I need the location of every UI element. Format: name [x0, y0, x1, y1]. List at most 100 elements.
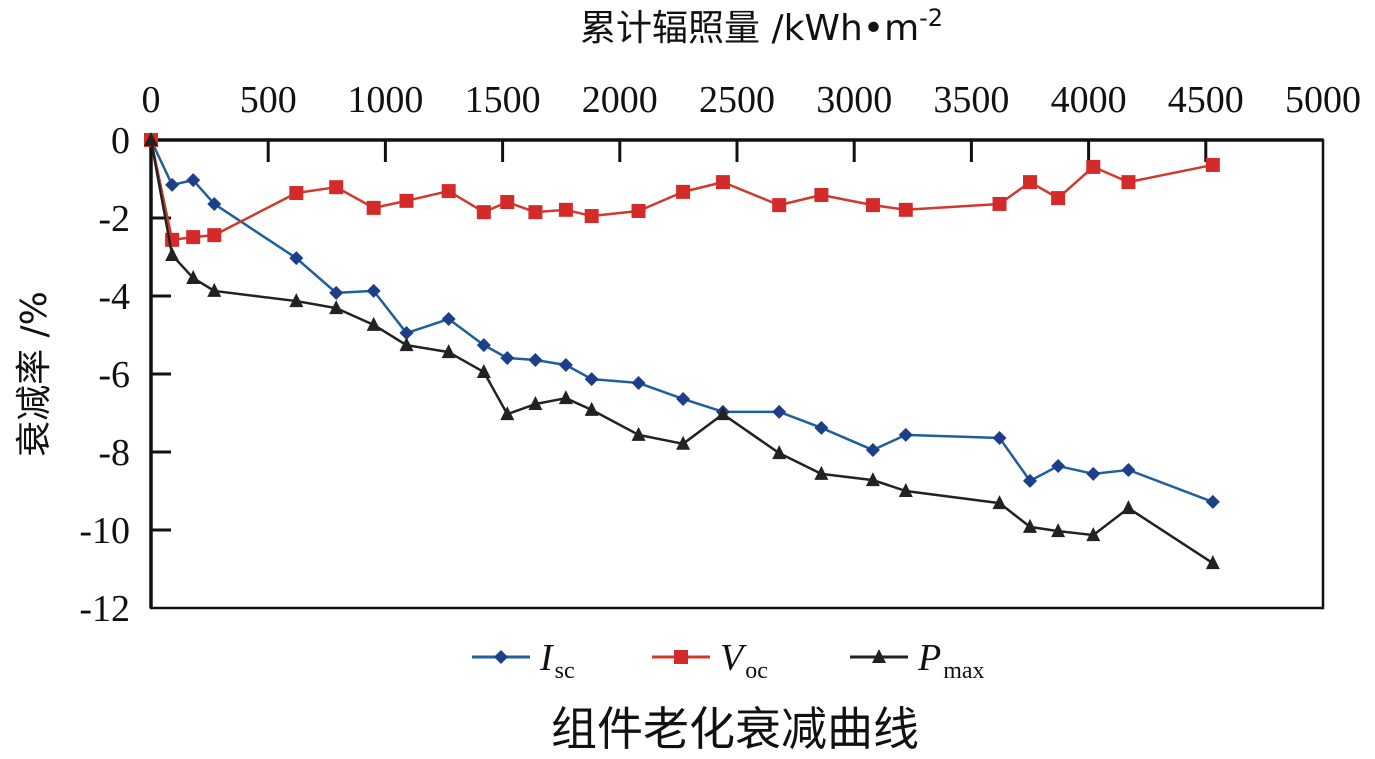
data-point-Voc — [676, 184, 691, 199]
data-point-Isc — [772, 404, 787, 419]
legend-marker-Isc — [494, 650, 508, 664]
data-point-Voc — [186, 230, 201, 245]
data-point-Voc — [1121, 175, 1136, 190]
data-point-Pmax — [584, 401, 599, 416]
data-point-Voc — [1023, 175, 1037, 190]
data-point-Isc — [584, 372, 599, 387]
legend-subscript: max — [943, 658, 984, 684]
data-point-Pmax — [441, 344, 456, 359]
x-tick-label: 1000 — [347, 79, 423, 121]
data-point-Isc — [865, 443, 880, 458]
y-tick-label: 0 — [111, 120, 130, 162]
y-tick-label: -4 — [98, 276, 130, 318]
y-axis-title: 衰减率 /% — [14, 291, 55, 457]
x-tick-label: 4000 — [1051, 79, 1127, 121]
data-point-Isc — [289, 251, 304, 266]
legend-item-Pmax: Pmax — [850, 637, 985, 684]
legend-label-Pmax: Pmax — [917, 637, 985, 684]
series-Pmax — [144, 132, 1220, 570]
data-point-Voc — [584, 209, 599, 224]
data-point-Isc — [1023, 473, 1037, 488]
data-point-Pmax — [1086, 527, 1101, 542]
data-point-Voc — [992, 196, 1007, 211]
series-Voc — [144, 133, 1220, 247]
data-point-Pmax — [1205, 555, 1220, 570]
data-point-Voc — [1086, 159, 1101, 174]
data-point-Pmax — [814, 465, 829, 480]
y-tick-labels: 0 -2 -4 -6 -8 -10 -12 — [79, 120, 130, 630]
data-point-Pmax — [165, 247, 180, 262]
data-point-Isc — [1086, 466, 1101, 481]
data-point-Voc — [772, 198, 787, 213]
data-point-Voc — [898, 202, 913, 217]
data-point-Isc — [165, 177, 180, 192]
chart-caption: 组件老化衰减曲线 — [551, 702, 919, 756]
data-point-Pmax — [144, 132, 158, 146]
data-point-Isc — [676, 391, 691, 406]
series-group — [144, 132, 1220, 570]
data-point-Voc — [631, 203, 646, 218]
x-tick-label: 1500 — [465, 79, 541, 121]
data-point-Voc — [289, 186, 304, 201]
data-point-Pmax — [186, 270, 201, 285]
data-point-Isc — [476, 338, 491, 353]
data-point-Isc — [898, 427, 913, 442]
legend-marker-Voc — [674, 650, 688, 664]
data-point-Voc — [399, 193, 414, 208]
legend-label-Voc: Voc — [720, 637, 768, 684]
plot-axes — [149, 138, 1325, 610]
data-point-Voc — [814, 187, 829, 202]
x-axis-title: 累计辐照量 /kWh•m-2 — [580, 4, 943, 49]
y-tick-label: -10 — [79, 510, 130, 552]
data-point-Voc — [329, 180, 344, 195]
legend-symbol: V — [720, 637, 747, 679]
data-point-Voc — [715, 175, 730, 190]
x-tick-label: 0 — [142, 79, 161, 121]
x-tick-label: 2000 — [582, 79, 658, 121]
data-point-Pmax — [528, 396, 543, 411]
plot-frame — [149, 138, 1325, 610]
data-point-Voc — [528, 205, 543, 220]
data-point-Voc — [1205, 157, 1220, 172]
data-point-Voc — [207, 228, 222, 243]
data-point-Pmax — [676, 435, 691, 450]
data-point-Isc — [186, 173, 201, 188]
data-point-Pmax — [399, 337, 414, 352]
data-point-Voc — [500, 195, 515, 210]
y-tick-label: -2 — [98, 198, 130, 240]
data-point-Pmax — [207, 282, 222, 297]
data-point-Isc — [1121, 462, 1136, 477]
data-point-Pmax — [715, 406, 730, 421]
legend-item-Isc: Isc — [472, 637, 575, 684]
data-point-Pmax — [476, 364, 491, 379]
y-tick-label: -8 — [98, 432, 130, 474]
legend-label-Isc: Isc — [539, 637, 575, 684]
x-tick-label: 500 — [240, 79, 297, 121]
data-point-Isc — [399, 326, 414, 341]
data-point-Isc — [1205, 494, 1220, 509]
data-point-Pmax — [500, 406, 515, 421]
legend-subscript: oc — [745, 658, 768, 684]
data-point-Isc — [992, 430, 1007, 445]
data-point-Pmax — [289, 293, 304, 308]
x-tick-label: 3000 — [816, 79, 892, 121]
legend-subscript: sc — [555, 658, 575, 684]
data-point-Voc — [558, 202, 573, 217]
data-point-Isc — [558, 358, 573, 373]
data-point-Isc — [441, 312, 456, 327]
data-point-Pmax — [329, 300, 344, 315]
legend-symbol: I — [539, 637, 555, 679]
x-tick-labels: 0 500 1000 1500 2000 2500 3000 3500 4000 4500 5000 — [142, 79, 1362, 121]
data-point-Isc — [528, 352, 543, 367]
data-point-Isc — [366, 283, 381, 298]
series-Isc — [144, 133, 1220, 509]
data-point-Pmax — [558, 390, 573, 405]
data-point-Voc — [476, 205, 491, 220]
data-point-Pmax — [992, 495, 1007, 510]
data-point-Pmax — [1051, 523, 1066, 538]
data-point-Pmax — [772, 445, 787, 460]
data-point-Isc — [631, 375, 646, 390]
data-point-Isc — [500, 351, 515, 366]
x-tick-label: 5000 — [1285, 79, 1361, 121]
y-tick-label: -12 — [79, 588, 130, 630]
